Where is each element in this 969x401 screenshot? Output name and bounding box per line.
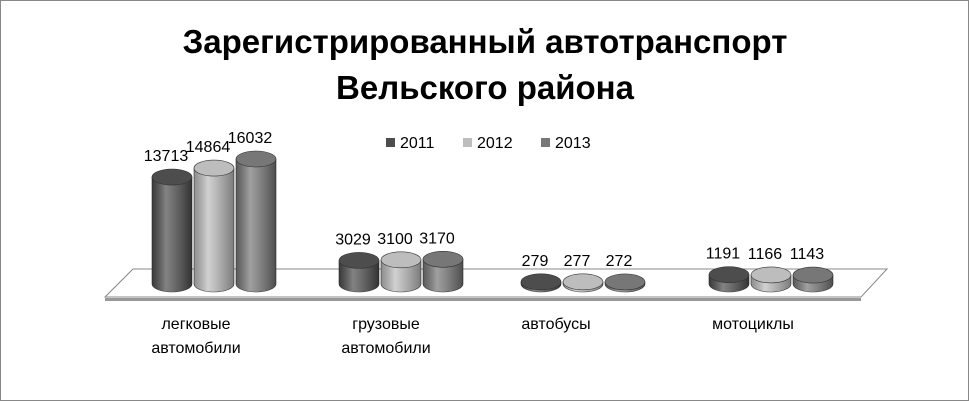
cylinder-shade <box>423 259 463 292</box>
legend-label: 2012 <box>477 135 513 152</box>
floor <box>103 268 889 298</box>
cylinder <box>604 273 646 293</box>
cylinder-shade <box>194 168 234 292</box>
cylinder <box>151 168 193 293</box>
cylinder-shade <box>152 177 192 292</box>
category-label: мотоциклы <box>712 316 794 333</box>
value-label: 1143 <box>790 246 825 263</box>
cylinder-top <box>792 266 834 284</box>
cylinder <box>380 251 422 293</box>
chart-title: Зарегистрированный автотранспорт Вельско… <box>182 23 788 106</box>
category-label: легковые автомобили <box>151 316 241 357</box>
value-label: 1191 <box>706 246 741 263</box>
legend-label: 2013 <box>555 135 591 152</box>
value-label: 13713 <box>144 148 189 165</box>
cylinder <box>520 273 562 293</box>
value-label: 277 <box>564 253 591 270</box>
cylinder-top <box>193 159 235 177</box>
value-label: 16032 <box>228 130 273 147</box>
value-label: 3029 <box>335 231 371 248</box>
cylinder <box>792 266 834 293</box>
category-label: грузовые автомобили <box>341 316 431 357</box>
cylinder-top <box>604 273 646 291</box>
value-label: 272 <box>606 253 633 270</box>
value-label: 14864 <box>186 139 231 156</box>
cylinder-shade <box>339 260 379 292</box>
cylinder-top <box>708 266 750 284</box>
cylinder <box>338 252 380 293</box>
cylinder <box>750 266 792 293</box>
cylinder-top <box>338 252 380 269</box>
cylinder-top <box>151 168 193 186</box>
cylinder <box>708 266 750 293</box>
legend-swatch <box>386 138 395 147</box>
cylinder <box>235 150 277 293</box>
value-label: 1166 <box>748 246 783 263</box>
value-label: 3100 <box>377 231 413 248</box>
legend-swatch <box>541 138 550 147</box>
cylinder-top <box>520 273 562 291</box>
cylinder-top <box>235 150 277 168</box>
category-label: автобусы <box>521 316 591 333</box>
value-label: 3170 <box>419 230 455 247</box>
cylinder-shade <box>236 159 276 292</box>
cylinder-top <box>750 266 792 284</box>
cylinder <box>193 159 235 293</box>
floor-edge <box>105 298 861 301</box>
cylinder-top <box>380 251 422 269</box>
legend-swatch <box>463 138 472 147</box>
cylinder <box>562 273 604 293</box>
cylinder <box>422 250 464 293</box>
value-label: 279 <box>522 253 549 270</box>
legend-label: 2011 <box>400 135 435 152</box>
cylinder-top <box>562 273 604 291</box>
cylinder-shade <box>381 259 421 292</box>
cylinder-top <box>422 250 464 268</box>
